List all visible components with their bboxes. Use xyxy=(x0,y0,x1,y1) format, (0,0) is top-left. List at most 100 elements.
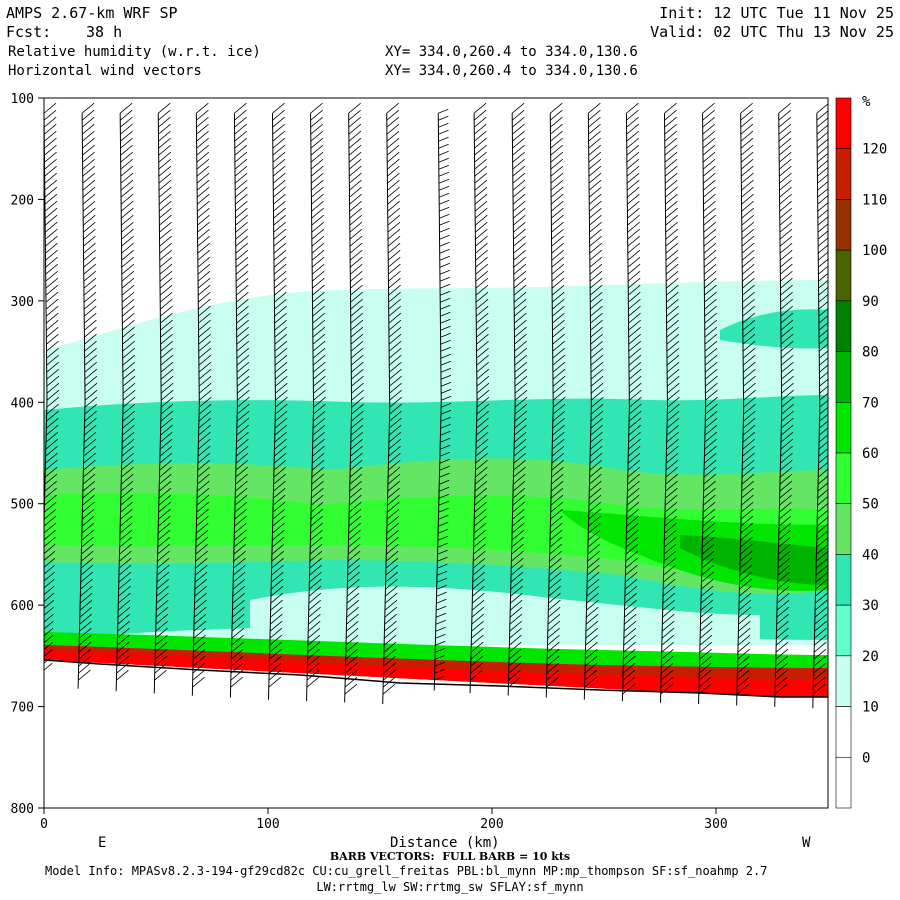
barb-feather xyxy=(234,123,247,135)
barb-feather xyxy=(121,431,135,443)
barb-feather xyxy=(436,584,447,590)
barb-feather xyxy=(741,249,755,261)
barb-feather xyxy=(703,207,716,219)
x-axis-label: Distance (km) xyxy=(390,835,500,851)
barb-feather xyxy=(550,151,563,163)
barb-feather xyxy=(704,319,718,331)
barb-feather xyxy=(438,164,449,170)
barb-feather xyxy=(45,452,58,464)
barb-feather xyxy=(626,172,640,184)
barb-feather xyxy=(703,214,716,226)
barb-feather xyxy=(274,319,287,331)
barb-feather xyxy=(274,361,288,373)
barb-feather xyxy=(742,347,756,359)
barb-feather xyxy=(440,360,452,366)
barb-feather xyxy=(351,382,364,394)
barb-feather xyxy=(661,641,674,653)
barb-feather xyxy=(740,508,754,520)
barb-feather xyxy=(311,487,324,499)
barb-feather xyxy=(119,536,132,548)
barb-feather xyxy=(118,592,131,604)
barb-feather xyxy=(704,305,717,317)
barb-feather xyxy=(82,158,95,170)
barb-feather xyxy=(664,494,678,506)
barb-feather xyxy=(436,598,447,604)
barb-feather xyxy=(158,193,172,205)
barb-feather xyxy=(157,543,170,555)
barb-feather xyxy=(311,480,324,492)
barb-feather xyxy=(475,438,489,450)
barb-feather xyxy=(82,214,96,226)
barb-feather xyxy=(816,550,828,562)
colorbar-swatch xyxy=(835,199,852,251)
barb-feather xyxy=(475,291,489,303)
barb-feather xyxy=(120,151,133,163)
barb-feather xyxy=(818,454,828,464)
barb-feather xyxy=(197,193,210,205)
barb-feather xyxy=(550,200,564,212)
barb-feather xyxy=(626,144,640,156)
barb-feather xyxy=(476,333,489,345)
barb-feather xyxy=(45,305,59,317)
barb-feather xyxy=(474,508,487,520)
barb-feather xyxy=(590,319,603,331)
barb-feather xyxy=(514,354,528,366)
barb-feather xyxy=(508,648,522,660)
barb-feather xyxy=(350,277,363,289)
barb-feather xyxy=(78,662,91,674)
barb-feather xyxy=(44,123,57,135)
barb-feather xyxy=(742,305,755,317)
barb-feather xyxy=(589,207,602,219)
barb-feather xyxy=(198,368,212,380)
barb-feather xyxy=(274,368,288,380)
barb-feather xyxy=(351,361,364,373)
barb-feather xyxy=(82,193,96,205)
barb-feather xyxy=(84,340,97,352)
barb-feather xyxy=(440,318,451,324)
barb-feather xyxy=(514,326,527,338)
barb-feather xyxy=(44,536,56,548)
barb-feather xyxy=(778,102,791,114)
barb-feather xyxy=(704,298,717,310)
barb-feather xyxy=(195,550,208,562)
barb-feather xyxy=(309,536,323,548)
barb-feather xyxy=(546,676,559,688)
barb-feather xyxy=(159,221,172,233)
barb-feather xyxy=(435,640,446,646)
barb-feather xyxy=(704,438,717,450)
barb-feather xyxy=(388,263,401,275)
barb-feather xyxy=(274,284,287,296)
barb-feather xyxy=(589,270,603,282)
barb-feather xyxy=(550,137,563,149)
barb-feather xyxy=(438,115,449,121)
barb-feather xyxy=(274,312,287,324)
barb-feather xyxy=(44,172,57,184)
barb-feather xyxy=(234,508,247,520)
barb-feather xyxy=(312,270,325,282)
barb-feather xyxy=(698,669,712,681)
barb-feather xyxy=(512,200,526,212)
barb-feather xyxy=(83,284,97,296)
barb-feather xyxy=(473,536,486,548)
barb-feather xyxy=(701,550,715,562)
barb-feather xyxy=(475,445,489,457)
barb-feather xyxy=(704,326,718,338)
barb-feather xyxy=(275,389,288,401)
barb-feather xyxy=(236,326,249,338)
below-ground xyxy=(44,660,828,808)
barb-feather xyxy=(272,529,285,541)
barb-feather xyxy=(514,375,528,387)
barb-feather xyxy=(158,151,172,163)
barb-feather xyxy=(436,577,448,583)
barb-feather xyxy=(626,102,639,114)
barb-feather xyxy=(121,459,134,471)
barb-feather xyxy=(79,592,93,604)
barb-feather xyxy=(590,305,603,317)
barb-feather xyxy=(514,410,528,422)
barb-feather xyxy=(475,459,488,471)
barb-feather xyxy=(234,487,248,499)
barb-feather xyxy=(701,557,715,569)
barb-feather xyxy=(704,284,717,296)
barb-feather xyxy=(626,179,640,191)
barb-feather xyxy=(386,543,399,555)
